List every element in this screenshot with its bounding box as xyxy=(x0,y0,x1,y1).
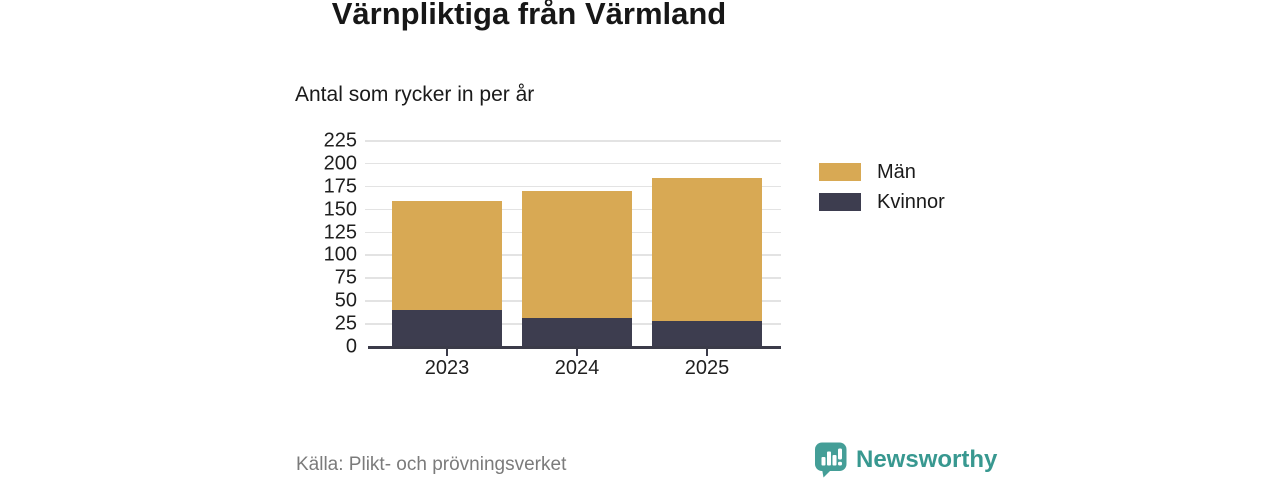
bar-segment-kvinnor-2024 xyxy=(522,317,632,346)
x-tick-2024 xyxy=(576,348,578,356)
newsworthy-logo: Newsworthy xyxy=(814,442,997,478)
bar-segment-kvinnor-2025 xyxy=(652,321,762,346)
y-tick-label: 25 xyxy=(334,312,357,335)
bar-segment-män-2024 xyxy=(522,191,632,318)
x-tick-2025 xyxy=(706,348,708,356)
chart-title: Värnpliktiga från Värmland xyxy=(331,0,727,31)
bar-segment-män-2023 xyxy=(392,201,502,311)
y-tick-label: 200 xyxy=(323,152,357,175)
newsworthy-logo-text: Newsworthy xyxy=(856,446,998,473)
gridline-200 xyxy=(365,162,781,165)
bar-segment-män-2025 xyxy=(652,177,762,322)
y-tick-label: 125 xyxy=(323,221,357,244)
x-tick-label-2025: 2025 xyxy=(684,357,730,379)
legend-label: Kvinnor xyxy=(877,191,945,213)
y-tick-label: 50 xyxy=(334,289,357,312)
source-note: Källa: Plikt- och prövningsverket xyxy=(296,454,567,475)
legend-swatch-män xyxy=(819,163,861,181)
legend-swatch-kvinnor xyxy=(819,193,861,211)
x-tick-2023 xyxy=(446,348,448,356)
legend-label: Män xyxy=(877,161,916,183)
legend-item-män: Män xyxy=(819,161,945,183)
gridline-175 xyxy=(365,185,781,188)
y-tick-label: 0 xyxy=(345,335,357,358)
y-tick-label: 225 xyxy=(323,129,357,152)
y-tick-label: 75 xyxy=(334,266,357,289)
y-tick-label: 175 xyxy=(323,175,357,198)
legend-item-kvinnor: Kvinnor xyxy=(819,191,945,213)
y-tick-label: 100 xyxy=(323,243,357,266)
x-tick-label-2023: 2023 xyxy=(424,357,470,379)
gridline-225 xyxy=(365,140,781,142)
x-axis-line xyxy=(368,346,781,349)
chart-legend: Män Kvinnor xyxy=(819,161,945,223)
x-tick-label-2024: 2024 xyxy=(554,357,600,379)
bar-segment-kvinnor-2023 xyxy=(392,310,502,346)
y-tick-label: 150 xyxy=(323,198,357,221)
chart-subtitle: Antal som rycker in per år xyxy=(295,83,535,106)
newsworthy-logo-icon xyxy=(815,442,847,478)
